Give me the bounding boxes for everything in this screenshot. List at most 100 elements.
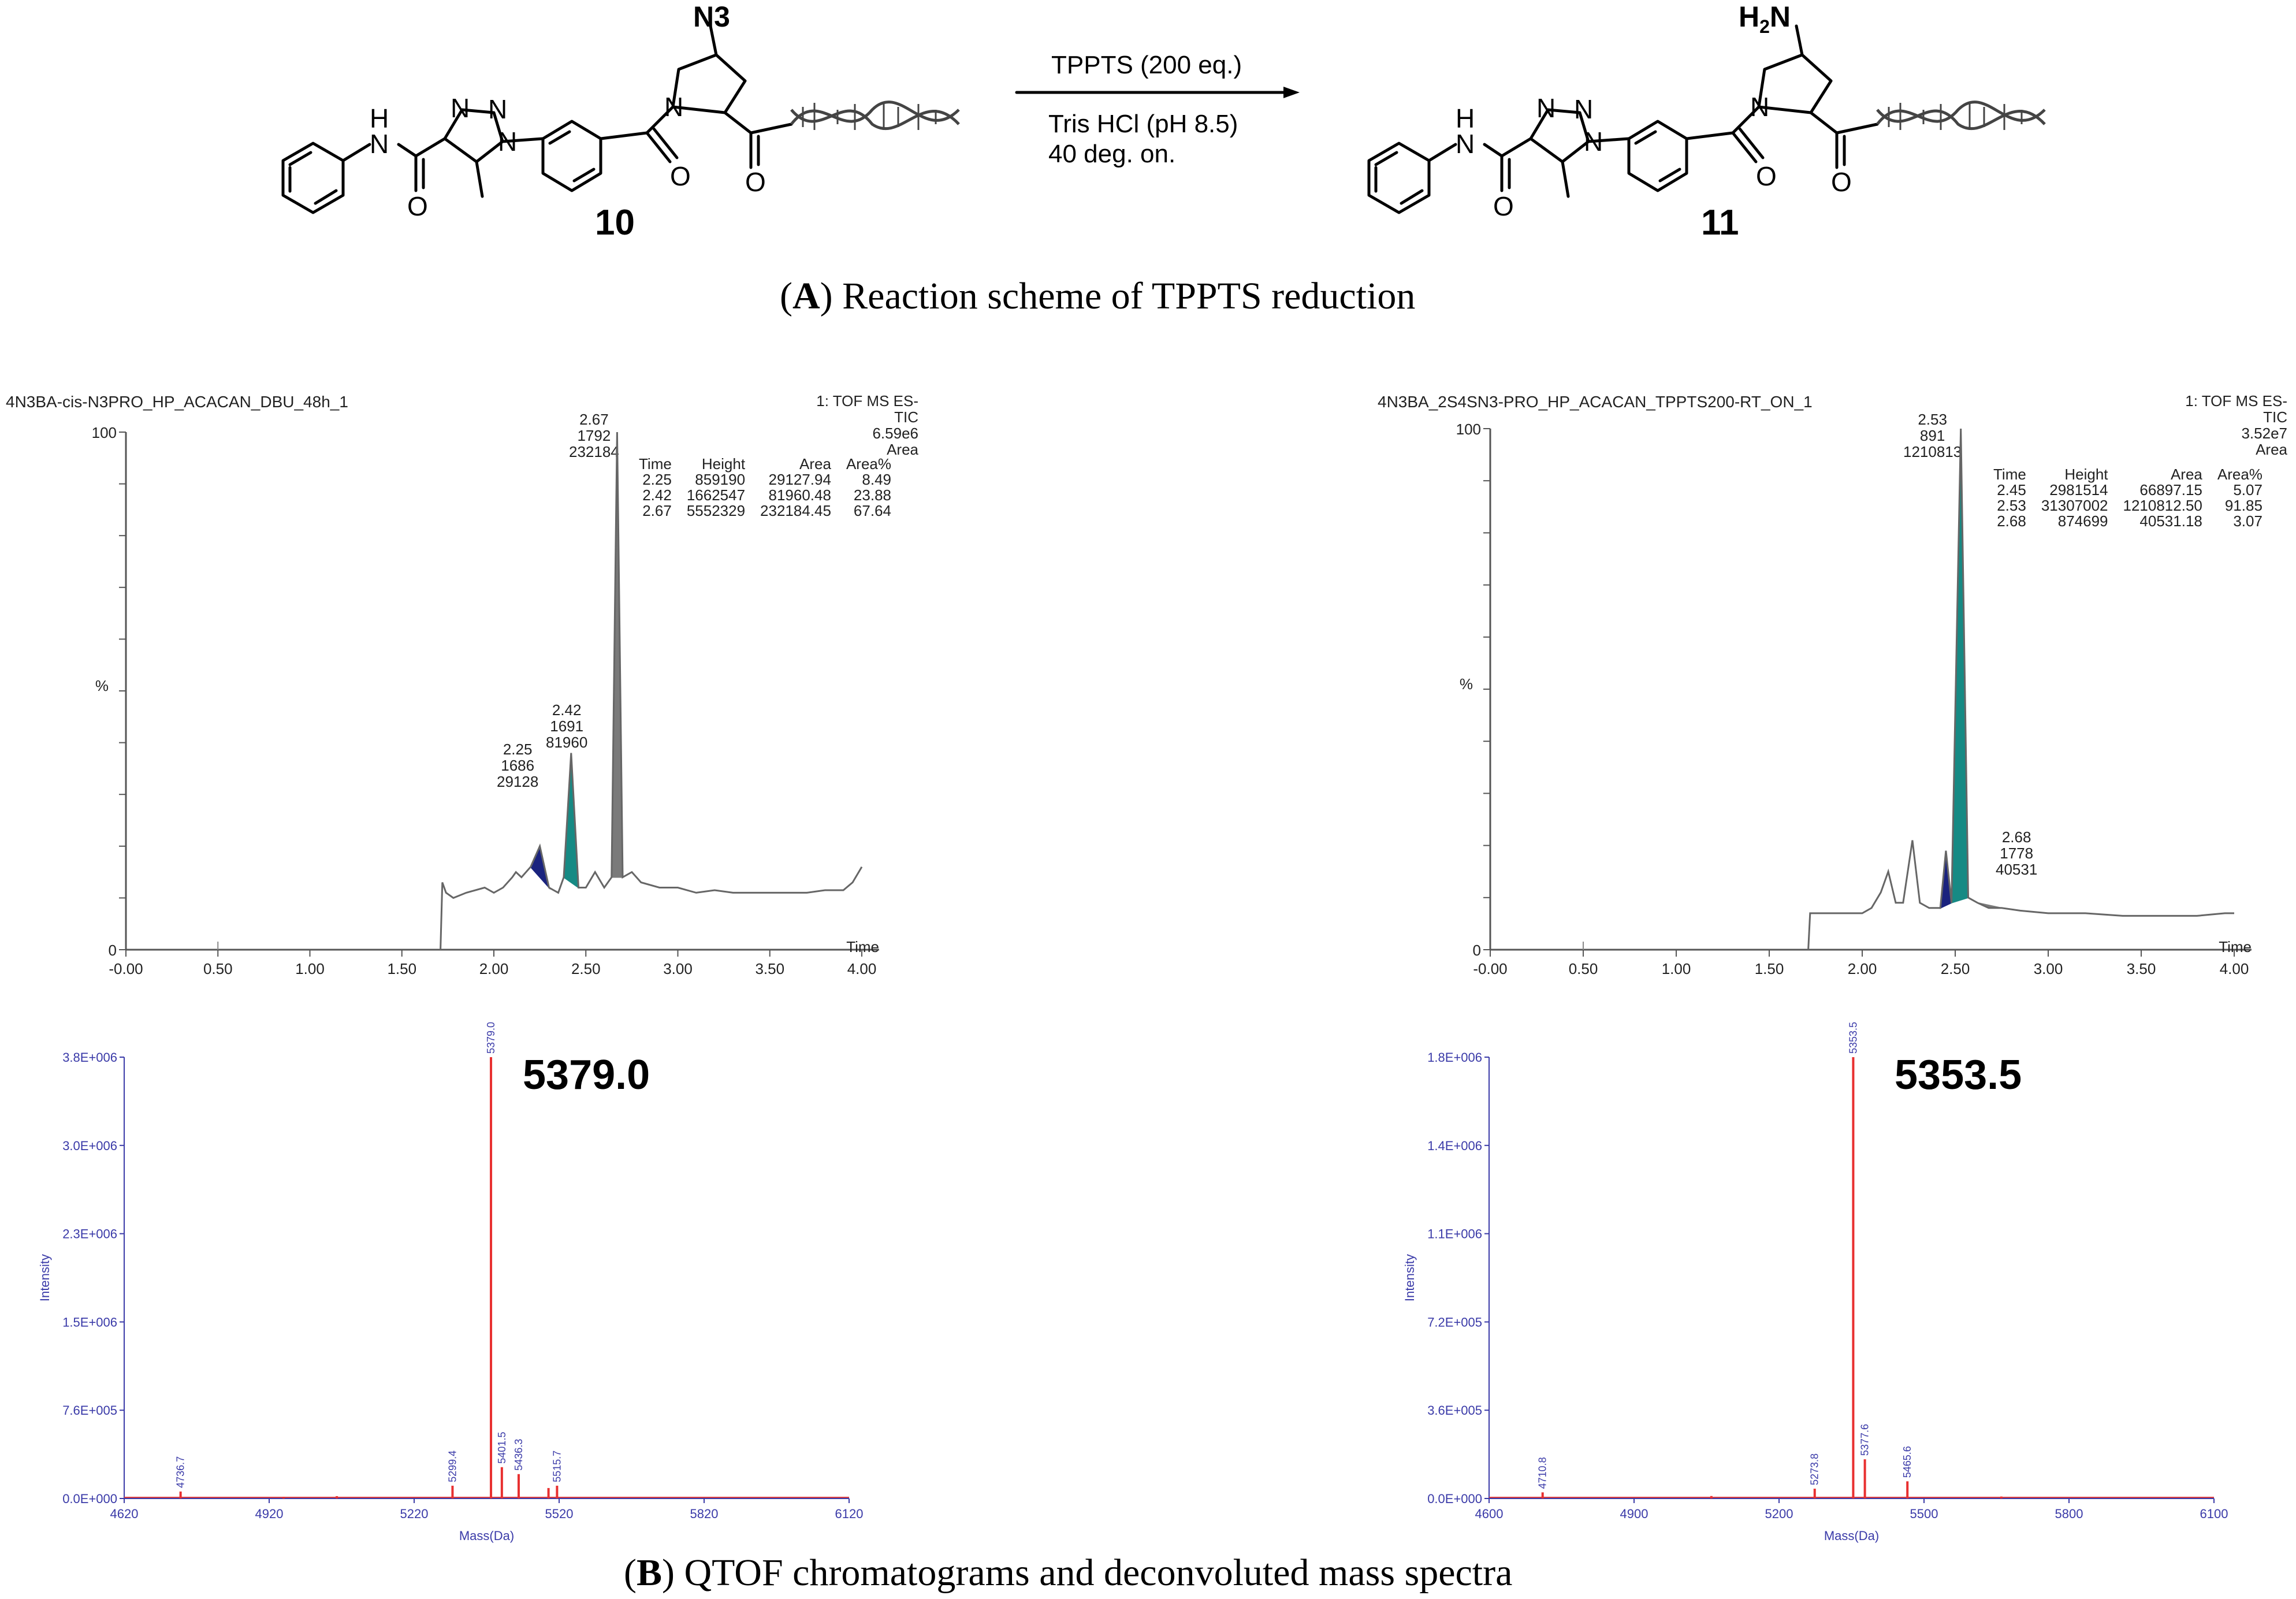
peak-label: 2.53 891 1210813: [1903, 411, 1962, 460]
x-tick-label: 6100: [2200, 1507, 2228, 1521]
reagent-line: TPPTS (200 eq.): [1051, 51, 1242, 79]
chromatogram-trace: [1807, 428, 2234, 950]
x-tick-label: 4.00: [2220, 960, 2249, 977]
y-tick-label: 7.6E+005: [62, 1403, 117, 1418]
peak-label: 2.42 1691 81960: [546, 701, 588, 751]
chromatogram-trace: [440, 432, 863, 950]
peak-mass-label: 5515.7: [551, 1451, 563, 1482]
y-tick-label: 100: [1456, 421, 1481, 438]
reagent-line: 40 deg. on.: [1048, 140, 1176, 168]
chromatogram-plot: 100 0% -0.00 0.50 1.00 1.50 2.00 2.50 3.00 3.50 4.…: [92, 424, 879, 977]
chromatogram-title: 4N3BA-cis-N3PRO_HP_ACACAN_DBU_48h_1: [6, 393, 348, 411]
x-tick-label: 4620: [110, 1507, 139, 1521]
x-tick-label: 1.00: [295, 960, 325, 977]
x-tick-label: 2.00: [479, 960, 509, 977]
x-tick-label: 3.00: [2034, 960, 2063, 977]
y-axis-label: %: [95, 677, 109, 694]
atom-label: N: [1574, 94, 1594, 124]
x-tick-label: 3.50: [2127, 960, 2156, 977]
peak-mass-label: 4736.7: [175, 1456, 187, 1488]
x-axis-label: Time: [846, 938, 879, 955]
compound-number-right: 11: [1701, 203, 1739, 243]
peak-mass-label: 5299.4: [446, 1451, 458, 1482]
x-tick-label: 5200: [1765, 1507, 1793, 1521]
mass-spectrum-plot: 0.0E+000 7.6E+005 1.5E+006 2.3E+006 3.0E+006…: [38, 1022, 864, 1543]
peak-mass-label: 5379.0: [485, 1022, 497, 1054]
caption-b: (B) QTOF chromatograms and deconvoluted …: [624, 1552, 1513, 1594]
y-tick-label: 100: [92, 424, 117, 441]
peak-mass-label: 5377.6: [1859, 1424, 1871, 1456]
atom-label: O: [1493, 191, 1514, 221]
x-tick-label: 3.50: [755, 960, 784, 977]
peak-label: 2.67 1792 232184: [569, 411, 619, 460]
y-tick-label: 0: [1473, 942, 1481, 959]
atom-label: N: [488, 94, 508, 124]
atom-label: O: [1831, 167, 1852, 197]
atom-label: N: [1750, 92, 1770, 122]
x-tick-label: -0.00: [1473, 960, 1507, 977]
peak-area: [530, 844, 550, 890]
x-tick-label: 2.50: [571, 960, 601, 977]
peak-mass-label: 5353.5: [1847, 1022, 1859, 1054]
y-tick-label: 7.2E+005: [1427, 1315, 1482, 1329]
x-tick-label: 4900: [1620, 1507, 1648, 1521]
spectrum-mass-label: 5353.5: [1895, 1052, 2022, 1098]
y-tick-label: 1.4E+006: [1427, 1139, 1482, 1153]
amine-label: H2N: [1739, 1, 1791, 37]
atom-label: O: [1756, 161, 1777, 191]
x-tick-label: 2.00: [1848, 960, 1877, 977]
peak-mass-label: 5465.6: [1901, 1446, 1913, 1478]
acquisition-info: 1: TOF MS ES- TIC 3.52e7 Area: [2185, 392, 2287, 458]
x-tick-label: 5220: [400, 1507, 429, 1521]
chromatogram-title: 4N3BA_2S4SN3-PRO_HP_ACACAN_TPPTS200-RT_O…: [1378, 393, 1813, 411]
x-tick-label: 0.50: [1569, 960, 1598, 977]
caption-a: (A) Reaction scheme of TPPTS reduction: [780, 275, 1416, 317]
x-tick-label: 5500: [1910, 1507, 1938, 1521]
x-tick-label: 5800: [2055, 1507, 2083, 1521]
y-tick-label: 0.0E+000: [1427, 1492, 1482, 1506]
x-axis-label: Mass(Da): [459, 1529, 514, 1543]
x-axis-label: Mass(Da): [1824, 1529, 1879, 1543]
x-tick-label: 6120: [835, 1507, 864, 1521]
peak-mass-label: 4710.8: [1537, 1457, 1549, 1489]
atom-label: N: [1456, 129, 1475, 159]
x-tick-label: 1.00: [1662, 960, 1691, 977]
atom-label: O: [745, 167, 766, 197]
x-axis-label: Time: [2219, 938, 2252, 955]
dna-icon: [1876, 101, 2046, 131]
atom-label: O: [670, 161, 691, 191]
chromatogram-plot: 100 0% -0.00 0.50 1.00 1.50 2.00 2.50 3.00 3.50 4.…: [1456, 421, 2252, 977]
x-tick-label: 0.50: [203, 960, 233, 977]
y-axis-label: %: [1460, 675, 1473, 693]
atom-label: N: [498, 127, 518, 157]
x-tick-label: 2.50: [1941, 960, 1970, 977]
y-tick-label: 1.8E+006: [1427, 1050, 1482, 1065]
peak-table: Time Height Area Area% 2.25 859190 29127.94 8.…: [639, 455, 891, 519]
atom-label: N: [370, 129, 389, 159]
y-tick-label: 3.0E+006: [62, 1139, 117, 1153]
y-tick-label: 1.1E+006: [1427, 1227, 1482, 1241]
y-tick-label: 3.8E+006: [62, 1050, 117, 1065]
arrow-head: [1283, 87, 1300, 98]
spectrum-mass-label: 5379.0: [523, 1052, 650, 1098]
y-tick-label: 3.6E+005: [1427, 1403, 1482, 1418]
reagent-line: Tris HCl (pH 8.5): [1048, 110, 1238, 138]
peak-label: 2.25 1686 29128: [497, 741, 539, 790]
acquisition-info: 1: TOF MS ES- TIC 6.59e6 Area: [816, 392, 918, 458]
y-tick-label: 0: [109, 942, 117, 959]
scheme-drawing: [281, 24, 2046, 214]
x-tick-label: -0.00: [109, 960, 143, 977]
atom-label: N: [451, 93, 470, 123]
compound-number-left: 10: [595, 203, 635, 243]
atom-label: H: [1456, 103, 1475, 133]
y-tick-label: 2.3E+006: [62, 1227, 117, 1241]
atom-label: N: [1584, 127, 1603, 157]
peak-area: [563, 753, 579, 889]
x-tick-label: 5820: [690, 1507, 719, 1521]
atom-label: H: [370, 103, 389, 133]
x-tick-label: 4.00: [847, 960, 877, 977]
peak-table: Time Height Area Area% 2.45 2981514 66897.15 5…: [1993, 466, 2262, 530]
x-tick-label: 1.50: [1755, 960, 1784, 977]
peak-mass-label: 5436.3: [513, 1439, 524, 1471]
x-tick-label: 5520: [545, 1507, 574, 1521]
